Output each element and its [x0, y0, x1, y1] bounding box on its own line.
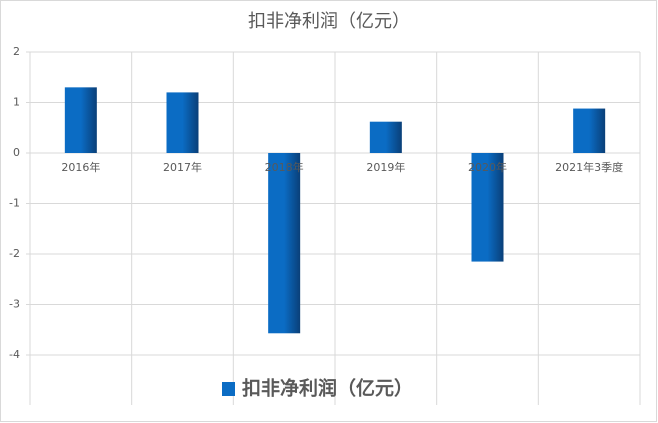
x-tick-label: 2018年: [265, 160, 304, 174]
bar: [369, 121, 402, 153]
bar: [268, 153, 301, 334]
y-tick-label: -1: [9, 197, 20, 210]
bar: [64, 87, 97, 153]
x-tick-label: 2019年: [366, 160, 405, 174]
chart-title: 扣非净利润（亿元）: [248, 11, 410, 32]
x-tick-label: 2017年: [163, 160, 202, 174]
y-tick-label: 0: [13, 146, 20, 159]
legend-label: 扣非净利润（亿元）: [242, 377, 413, 400]
y-tick-label: -3: [9, 298, 20, 311]
y-tick-label: 2: [13, 45, 20, 58]
x-tick-label: 2021年3季度: [555, 160, 623, 174]
legend-swatch: [222, 382, 235, 396]
bar: [573, 108, 606, 153]
y-tick-label: -4: [9, 348, 20, 361]
y-tick-label: -2: [9, 247, 20, 260]
y-tick-label: 1: [13, 96, 20, 109]
bar: [166, 92, 199, 153]
x-tick-label: 2016年: [61, 160, 100, 174]
bar: [471, 153, 504, 262]
x-tick-label: 2020年: [468, 160, 507, 174]
